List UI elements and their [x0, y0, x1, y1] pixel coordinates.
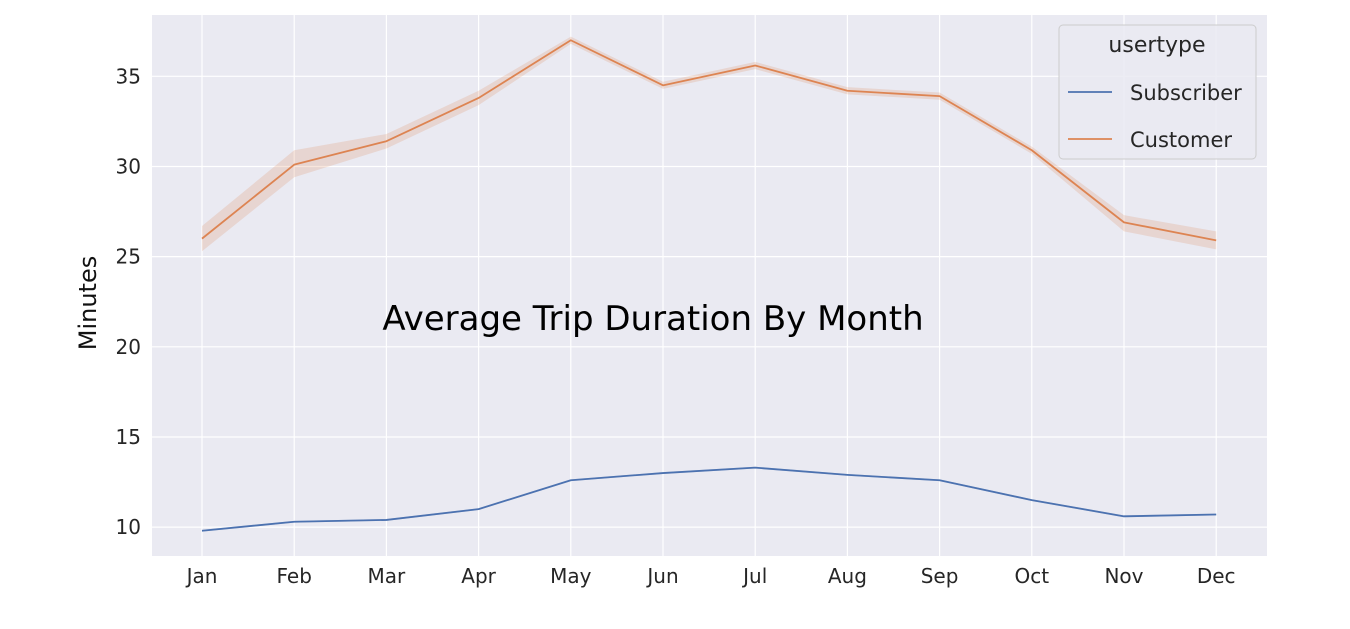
y-tick-label: 20	[116, 335, 141, 359]
series-line	[201, 39, 1217, 242]
gridlines	[152, 15, 1267, 556]
x-tick-label: Apr	[461, 564, 496, 588]
x-tick-label: Dec	[1197, 564, 1236, 588]
y-tick-label: 15	[116, 425, 141, 449]
x-tick-label: Mar	[368, 564, 407, 588]
x-tick-label: Jan	[185, 564, 218, 588]
legend-box	[1058, 24, 1257, 160]
x-axis-ticks: Jan Feb Mar Apr May Jun Jul Aug Sep Oct Nov Dec	[185, 564, 1236, 588]
legend-items: Subscriber Customer	[1068, 81, 1242, 152]
y-tick-label: 35	[116, 64, 141, 88]
legend-label: Customer	[1130, 128, 1232, 152]
series-lines	[201, 39, 1217, 532]
x-tick-label: Nov	[1104, 564, 1143, 588]
y-tick-label: 25	[116, 245, 141, 269]
y-axis-label: Minutes	[74, 256, 102, 350]
series-line	[201, 466, 1217, 532]
legend-title: usertype	[1108, 33, 1205, 58]
y-axis-ticks: 10 15 20 25 30 35	[116, 64, 141, 539]
legend: usertype Subscriber Customer	[1058, 24, 1257, 160]
chart-title: Average Trip Duration By Month	[382, 299, 923, 339]
legend-label: Subscriber	[1130, 81, 1242, 105]
y-tick-label: 30	[116, 154, 141, 178]
x-tick-label: Aug	[828, 564, 867, 588]
y-tick-label: 10	[116, 515, 141, 539]
x-tick-label: Sep	[921, 564, 959, 588]
x-tick-label: Jul	[741, 564, 767, 588]
x-tick-label: Oct	[1015, 564, 1050, 588]
x-tick-label: May	[550, 564, 592, 588]
x-tick-label: Jun	[645, 564, 678, 588]
x-tick-label: Feb	[276, 564, 311, 588]
